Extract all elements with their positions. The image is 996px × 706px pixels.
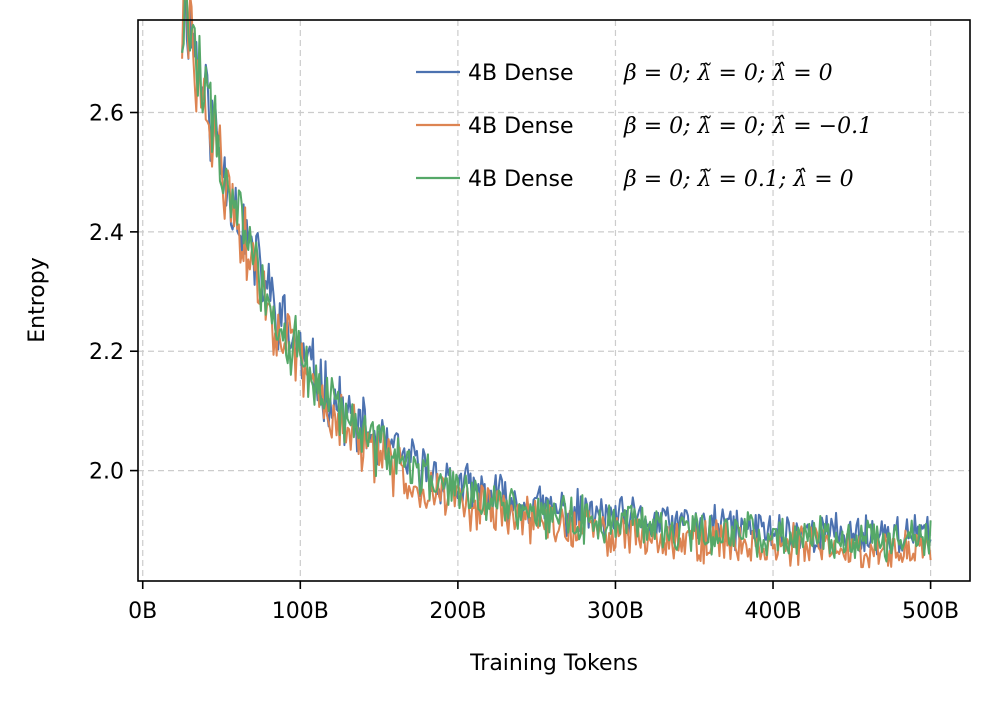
x-tick-label: 400B — [744, 599, 801, 624]
y-tick-label: 2.6 — [89, 102, 124, 127]
legend-label-1: 4B Dense — [468, 61, 574, 86]
legend-entry-3: 4B Dense β = 0; λ̃ = 0.1; λ̂ = 0 — [416, 167, 854, 192]
x-tick-label: 200B — [429, 599, 486, 624]
y-axis-title: Entropy — [25, 257, 50, 342]
legend: 4B Dense β = 0; λ̃ = 0; λ̂ = 0 4B Dense … — [416, 61, 872, 192]
legend-entry-1: 4B Dense β = 0; λ̃ = 0; λ̂ = 0 — [416, 61, 833, 86]
plot-frame — [137, 19, 971, 582]
x-tick-label: 100B — [272, 599, 329, 624]
legend-label-3: 4B Dense — [468, 167, 574, 192]
series-line-3 — [181, 0, 932, 563]
ticks: 0B 100B 200B 300B 400B 500B 2.0 2.2 2.4 2.6 — [89, 102, 959, 624]
legend-entry-2: 4B Dense β = 0; λ̃ = 0; λ̂ = −0.1 — [416, 114, 872, 139]
x-tick-label: 500B — [902, 599, 959, 624]
y-tick-label: 2.4 — [89, 221, 124, 246]
x-tick-label: 300B — [587, 599, 644, 624]
x-tick-label: 0B — [128, 599, 157, 624]
legend-math-3: β = 0; λ̃ = 0.1; λ̂ = 0 — [623, 167, 854, 192]
y-tick-label: 2.0 — [89, 460, 124, 485]
legend-math-1: β = 0; λ̃ = 0; λ̂ = 0 — [623, 61, 833, 86]
legend-math-2: β = 0; λ̃ = 0; λ̂ = −0.1 — [623, 114, 872, 139]
x-axis-title: Training Tokens — [469, 651, 638, 676]
legend-label-2: 4B Dense — [468, 114, 574, 139]
y-tick-label: 2.2 — [89, 340, 124, 365]
series-lines — [181, 0, 932, 569]
grid — [138, 20, 970, 581]
